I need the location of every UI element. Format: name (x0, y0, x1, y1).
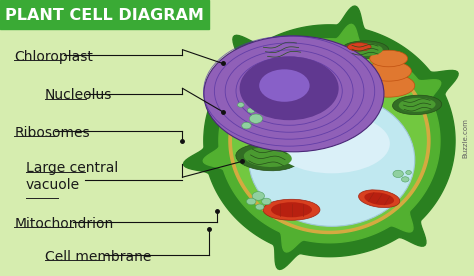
Ellipse shape (246, 198, 256, 205)
Ellipse shape (401, 177, 409, 182)
Ellipse shape (347, 43, 371, 51)
Ellipse shape (244, 148, 292, 167)
Bar (0, 0, 209, 29)
Ellipse shape (263, 199, 320, 220)
Ellipse shape (392, 95, 442, 115)
Ellipse shape (237, 103, 244, 107)
Text: Buzzle.com: Buzzle.com (462, 118, 468, 158)
Ellipse shape (252, 192, 264, 200)
Text: Chloroplast: Chloroplast (14, 50, 93, 64)
Text: Mitochondrion: Mitochondrion (14, 217, 113, 231)
Ellipse shape (393, 170, 403, 177)
Ellipse shape (271, 202, 312, 217)
Ellipse shape (204, 36, 384, 152)
Ellipse shape (273, 114, 390, 173)
Ellipse shape (252, 39, 312, 61)
Text: Large central
vacuole: Large central vacuole (26, 161, 118, 192)
Ellipse shape (341, 41, 389, 59)
Ellipse shape (249, 94, 415, 226)
Polygon shape (233, 52, 426, 230)
Ellipse shape (363, 74, 415, 97)
Ellipse shape (365, 192, 394, 205)
Polygon shape (183, 6, 458, 269)
Ellipse shape (370, 50, 408, 67)
Text: Nucleolus: Nucleolus (45, 88, 112, 102)
Ellipse shape (399, 98, 436, 112)
Ellipse shape (247, 108, 255, 113)
Ellipse shape (255, 204, 264, 210)
Ellipse shape (259, 42, 305, 58)
Ellipse shape (366, 61, 411, 81)
Ellipse shape (236, 144, 300, 171)
Ellipse shape (242, 122, 251, 129)
Polygon shape (229, 48, 430, 233)
Text: Cell membrane: Cell membrane (45, 250, 151, 264)
Ellipse shape (259, 69, 310, 102)
Text: PLANT CELL DIAGRAM: PLANT CELL DIAGRAM (5, 8, 204, 23)
Ellipse shape (239, 57, 338, 120)
Text: Ribosomes: Ribosomes (14, 126, 90, 140)
Ellipse shape (347, 43, 383, 56)
Ellipse shape (406, 171, 411, 174)
Polygon shape (203, 24, 441, 252)
Ellipse shape (358, 190, 400, 208)
Ellipse shape (262, 198, 271, 205)
Ellipse shape (249, 114, 263, 123)
